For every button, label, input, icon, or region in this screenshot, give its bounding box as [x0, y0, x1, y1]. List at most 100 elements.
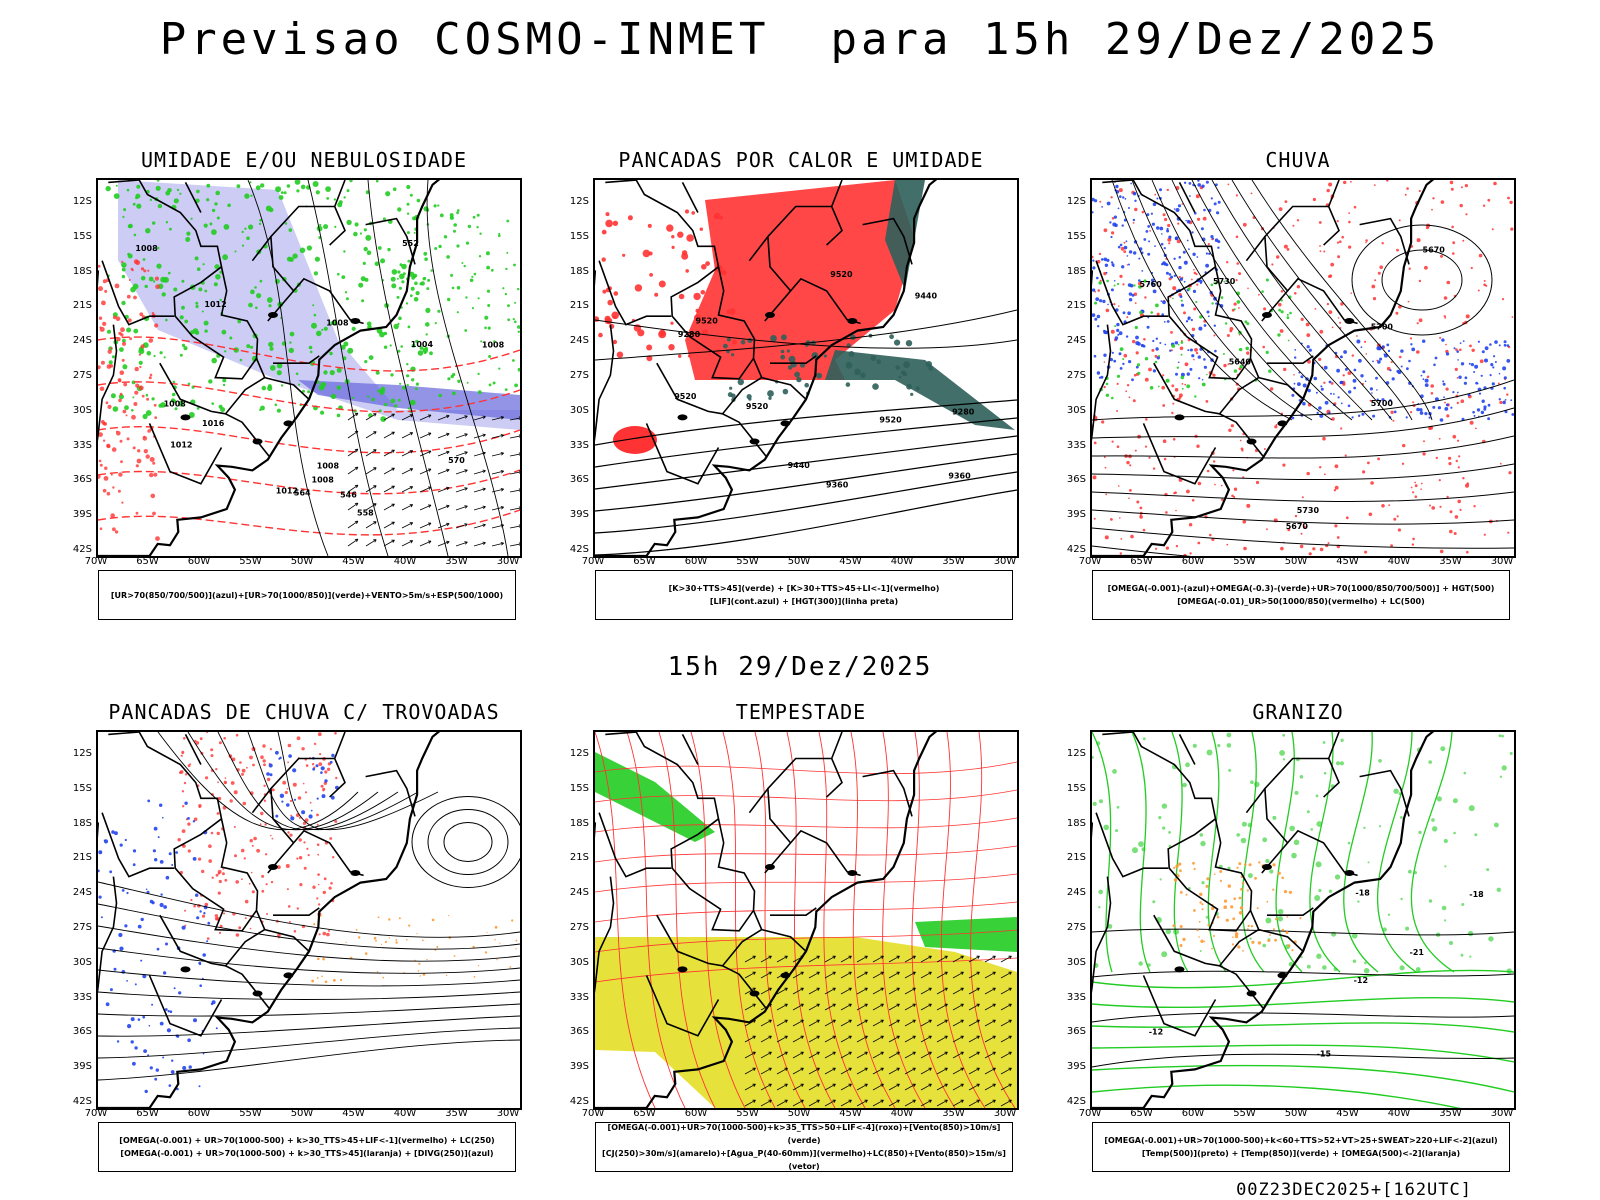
humidity-low-level — [368, 355, 374, 360]
omega-weak-area — [1470, 363, 1474, 367]
lon-tick-label: 45W — [839, 1108, 862, 1119]
omega-strong-area — [1154, 360, 1158, 364]
state-border — [1167, 818, 1253, 932]
wind-vector — [744, 1067, 756, 1075]
wind-vector — [896, 955, 900, 960]
thickness-contour — [118, 398, 122, 403]
lat-tick-label: 39S — [72, 1061, 92, 1073]
humidity-low-level — [447, 297, 451, 302]
omega-weak-area — [1381, 345, 1385, 349]
wind-vector — [518, 542, 520, 546]
thunder-area — [264, 853, 268, 856]
omega-rh-area — [1465, 483, 1469, 488]
lon-tick-label: 65W — [633, 1108, 656, 1119]
omega-rh-area — [1247, 287, 1249, 290]
wind-vector — [1000, 987, 1012, 995]
omega-weak-area — [1189, 348, 1193, 352]
divergence-area — [162, 816, 164, 819]
omega-rh-area — [1110, 196, 1113, 199]
thunder-area — [262, 744, 266, 748]
omega-rh-area — [1334, 485, 1339, 490]
humidity-low-level — [246, 236, 250, 240]
thunder-area — [210, 748, 214, 752]
omega-weak-area — [1493, 355, 1496, 358]
temp-850-contour — [1201, 881, 1205, 885]
instability-area — [377, 916, 380, 919]
wind-vector — [446, 522, 450, 527]
wind-vector — [347, 412, 359, 421]
thunder-area — [261, 889, 265, 893]
wind-vector — [856, 971, 868, 979]
omega-weak-area — [1361, 412, 1365, 416]
omega-500-area — [1172, 924, 1176, 928]
omega-strong-area — [1194, 395, 1197, 398]
omega-rh-area — [1231, 494, 1234, 498]
wind-vector — [509, 489, 520, 493]
lake — [1246, 990, 1257, 997]
temp-850-contour — [1334, 874, 1341, 880]
thunder-area — [292, 782, 297, 787]
divergence-area — [100, 916, 103, 919]
lon-tick-label: 40W — [1387, 556, 1411, 567]
wind-vector — [992, 1067, 996, 1072]
omega-rh-area — [1283, 367, 1287, 372]
thunder-area — [271, 788, 275, 792]
wind-vector — [744, 1035, 756, 1043]
omega-weak-area — [1203, 358, 1206, 361]
omega-500-area — [1203, 940, 1206, 943]
omega-weak-area — [1192, 252, 1196, 256]
temp-850-contour — [1217, 744, 1221, 748]
omega-rh-area — [1459, 203, 1463, 208]
contour-label: 5730 — [1213, 277, 1236, 286]
omega-weak-area — [1348, 390, 1352, 394]
humidity-low-level — [354, 222, 359, 227]
thunder-area — [302, 821, 306, 825]
humidity-low-level — [396, 295, 400, 299]
omega-weak-area — [1191, 354, 1195, 358]
wind-vector — [1008, 1003, 1012, 1008]
omega-rh-area — [1370, 481, 1374, 485]
wind-vector — [864, 971, 868, 976]
omega-weak-area — [1094, 199, 1098, 203]
thunder-area — [217, 781, 219, 784]
omega-rh-area — [1302, 523, 1305, 525]
thickness-contour — [133, 295, 137, 300]
humidity-low-level — [410, 286, 415, 291]
wind-vector — [347, 430, 359, 439]
thickness-contour — [98, 432, 103, 437]
omega-500-area — [1192, 861, 1195, 865]
temp-850-contour — [1228, 768, 1232, 772]
divergence-area — [315, 764, 319, 768]
omega-strong-area — [1117, 282, 1120, 286]
wind-vector — [856, 1083, 868, 1091]
wind-vector — [409, 504, 414, 508]
omega-rh-area — [1409, 337, 1413, 340]
omega-weak-area — [1121, 265, 1125, 269]
lat-tick-label: 33S — [72, 439, 92, 451]
contour-label: 1016 — [202, 419, 225, 428]
divergence-area — [167, 1010, 170, 1013]
omega-rh-area — [1374, 279, 1377, 282]
wind-vector — [960, 1083, 964, 1088]
omega-weak-area — [1389, 369, 1392, 372]
divergence-area — [159, 1021, 164, 1026]
temp-850-contour — [1376, 732, 1417, 973]
omega-rh-area — [1193, 268, 1195, 271]
li-negative-area — [654, 292, 659, 297]
humidity-low-level — [343, 250, 346, 253]
humidity-low-level — [105, 185, 111, 192]
humidity-low-level — [250, 345, 254, 349]
omega-rh-area — [1191, 499, 1195, 502]
temp-850-contour — [1165, 928, 1171, 935]
omega-rh-area — [1414, 481, 1417, 484]
lake — [252, 990, 263, 997]
humidity-low-level — [471, 307, 474, 310]
divergence-area — [113, 967, 117, 971]
divergence-area — [142, 1015, 146, 1019]
wind-vector — [509, 507, 520, 511]
coastline — [1092, 180, 1435, 556]
humidity-low-level — [156, 246, 160, 250]
instability-area — [422, 973, 426, 976]
temp-850-contour — [1185, 762, 1190, 768]
thickness-contour — [147, 429, 151, 433]
